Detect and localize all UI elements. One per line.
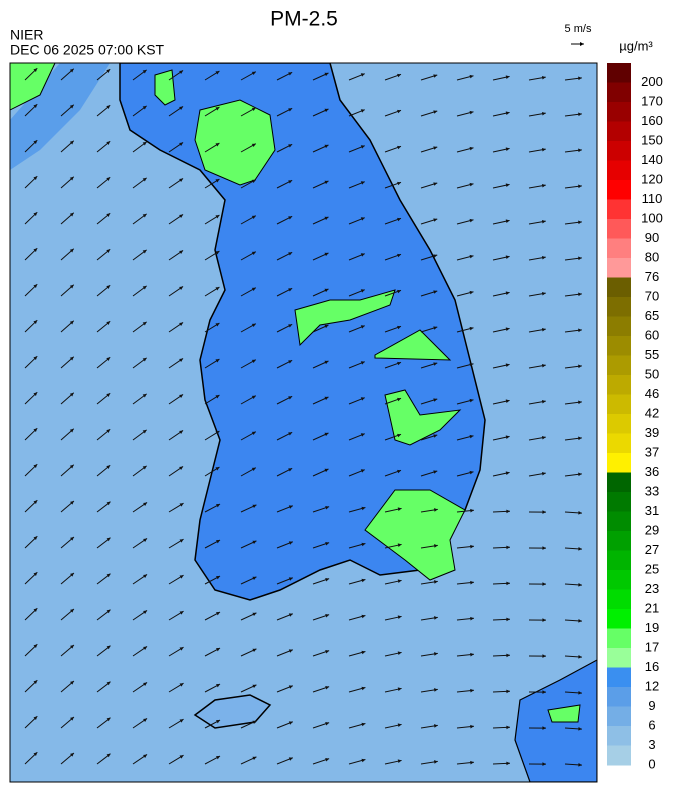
colorbar-segment xyxy=(607,239,631,259)
colorbar-label: 100 xyxy=(641,210,663,225)
colorbar-segment xyxy=(607,356,631,376)
colorbar-segment xyxy=(607,278,631,298)
colorbar-segment xyxy=(607,570,631,590)
map xyxy=(10,63,597,782)
colorbar-label: 21 xyxy=(645,600,659,615)
colorbar-label: 76 xyxy=(645,269,659,284)
colorbar-label: 16 xyxy=(645,659,659,674)
colorbar-segment xyxy=(607,668,631,688)
colorbar-segment xyxy=(607,375,631,395)
colorbar-segment xyxy=(607,687,631,707)
colorbar-segment xyxy=(607,297,631,317)
colorbar-segment xyxy=(607,219,631,239)
colorbar-label: 140 xyxy=(641,152,663,167)
colorbar-label: 33 xyxy=(645,483,659,498)
colorbar-label: 36 xyxy=(645,464,659,479)
colorbar-label: 65 xyxy=(645,308,659,323)
colorbar-label: 17 xyxy=(645,639,659,654)
colorbar-segment xyxy=(607,590,631,610)
colorbar-segment xyxy=(607,395,631,415)
colorbar-label: 55 xyxy=(645,347,659,362)
colorbar-label: 110 xyxy=(642,191,663,206)
datetime: DEC 06 2025 07:00 KST xyxy=(10,42,165,58)
colorbar-label: 39 xyxy=(645,425,659,440)
colorbar: 2001701601501401201101009080767065605550… xyxy=(607,63,663,771)
colorbar-label: 27 xyxy=(645,542,659,557)
colorbar-label: 12 xyxy=(645,678,659,693)
colorbar-label: 9 xyxy=(648,698,655,713)
colorbar-label: 37 xyxy=(645,444,659,459)
colorbar-label: 200 xyxy=(641,74,663,89)
colorbar-segment xyxy=(607,473,631,493)
colorbar-label: 80 xyxy=(645,249,659,264)
colorbar-segment xyxy=(607,161,631,181)
colorbar-label: 46 xyxy=(645,386,659,401)
title: PM-2.5 xyxy=(270,8,338,31)
colorbar-segment xyxy=(607,180,631,200)
colorbar-segment xyxy=(607,122,631,142)
colorbar-label: 150 xyxy=(641,132,663,147)
colorbar-segment xyxy=(607,453,631,473)
wind-scale-label: 5 m/s xyxy=(565,23,592,35)
colorbar-label: 170 xyxy=(641,93,663,108)
colorbar-segment xyxy=(607,258,631,278)
colorbar-segment xyxy=(607,83,631,103)
wind-scale-head xyxy=(580,42,584,46)
colorbar-label: 6 xyxy=(648,717,655,732)
colorbar-segment xyxy=(607,63,631,83)
colorbar-segment xyxy=(607,336,631,356)
colorbar-label: 90 xyxy=(645,230,659,245)
colorbar-label: 3 xyxy=(648,737,655,752)
colorbar-label: 25 xyxy=(645,561,659,576)
colorbar-label: 160 xyxy=(641,113,663,128)
colorbar-segment xyxy=(607,629,631,649)
unit: µg/m³ xyxy=(619,38,653,53)
colorbar-label: 19 xyxy=(645,620,659,635)
agency: NIER xyxy=(10,27,43,43)
colorbar-label: 29 xyxy=(645,522,659,537)
colorbar-label: 70 xyxy=(645,288,659,303)
colorbar-label: 23 xyxy=(645,581,659,596)
colorbar-segment xyxy=(607,141,631,161)
colorbar-segment xyxy=(607,512,631,532)
colorbar-segment xyxy=(607,434,631,454)
colorbar-segment xyxy=(607,746,631,766)
colorbar-segment xyxy=(607,707,631,727)
colorbar-label: 50 xyxy=(645,366,659,381)
colorbar-label: 31 xyxy=(645,503,659,518)
colorbar-segment xyxy=(607,492,631,512)
colorbar-segment xyxy=(607,200,631,220)
colorbar-segment xyxy=(607,551,631,571)
colorbar-segment xyxy=(607,531,631,551)
colorbar-label: 0 xyxy=(648,756,655,771)
colorbar-segment xyxy=(607,317,631,337)
colorbar-segment xyxy=(607,648,631,668)
colorbar-segment xyxy=(607,726,631,746)
colorbar-label: 120 xyxy=(641,171,663,186)
colorbar-label: 42 xyxy=(645,405,659,420)
colorbar-label: 60 xyxy=(645,327,659,342)
colorbar-segment xyxy=(607,609,631,629)
colorbar-segment xyxy=(607,102,631,122)
colorbar-segment xyxy=(607,414,631,434)
